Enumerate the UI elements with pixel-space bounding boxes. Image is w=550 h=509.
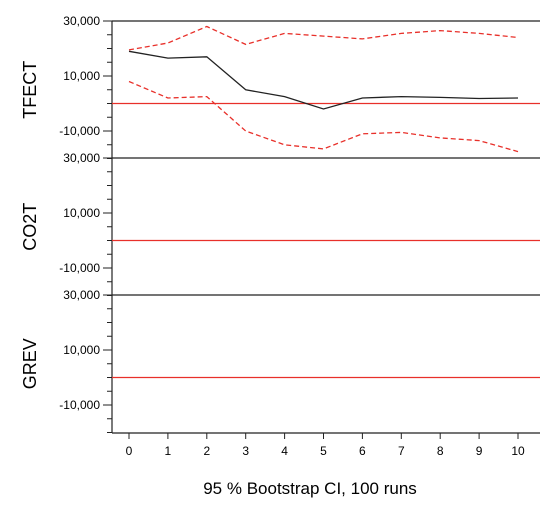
x-tick-label: 8 [437,444,444,458]
panel-tfect: 30,000 10,000 -10,000 TFECT [20,14,540,159]
series-upper-ci [128,25,519,51]
y-tick-label: 30,000 [63,14,100,28]
y-tick-label: 10,000 [63,206,100,220]
series-estimate [128,50,519,110]
panels: 30,000 10,000 -10,000 TFECT 30,000 10,000 -10,… [20,14,540,433]
x-axis: 0 1 2 3 4 5 6 7 8 9 10 [112,432,540,458]
y-tick-label: -10,000 [59,124,100,138]
y-tick-label: 10,000 [63,343,100,357]
y-tick-label: 10,000 [63,69,100,83]
panel-grev: 30,000 10,000 -10,000 GREV [20,288,540,433]
y-tick-label: -10,000 [59,261,100,275]
panel-ylabel: TFECT [20,61,40,119]
x-tick-label: 4 [281,444,288,458]
x-tick-label: 7 [398,444,405,458]
y-tick-label: -10,000 [59,398,100,412]
x-tick-label: 2 [203,444,210,458]
panel-co2t: 30,000 10,000 -10,000 CO2T [20,151,540,296]
y-tick-label: 30,000 [63,288,100,302]
x-tick-label: 0 [126,444,133,458]
x-tick-label: 1 [165,444,172,458]
x-tick-label: 5 [320,444,327,458]
panel-ylabel: CO2T [20,203,40,251]
chart-footer: 95 % Bootstrap CI, 100 runs [203,479,417,498]
x-tick-label: 6 [359,444,366,458]
panel-ylabel: GREV [20,338,40,389]
series-lower-ci [128,80,519,153]
y-tick-label: 30,000 [63,151,100,165]
x-tick-label: 10 [511,444,525,458]
x-tick-label: 9 [476,444,483,458]
x-tick-label: 3 [242,444,249,458]
